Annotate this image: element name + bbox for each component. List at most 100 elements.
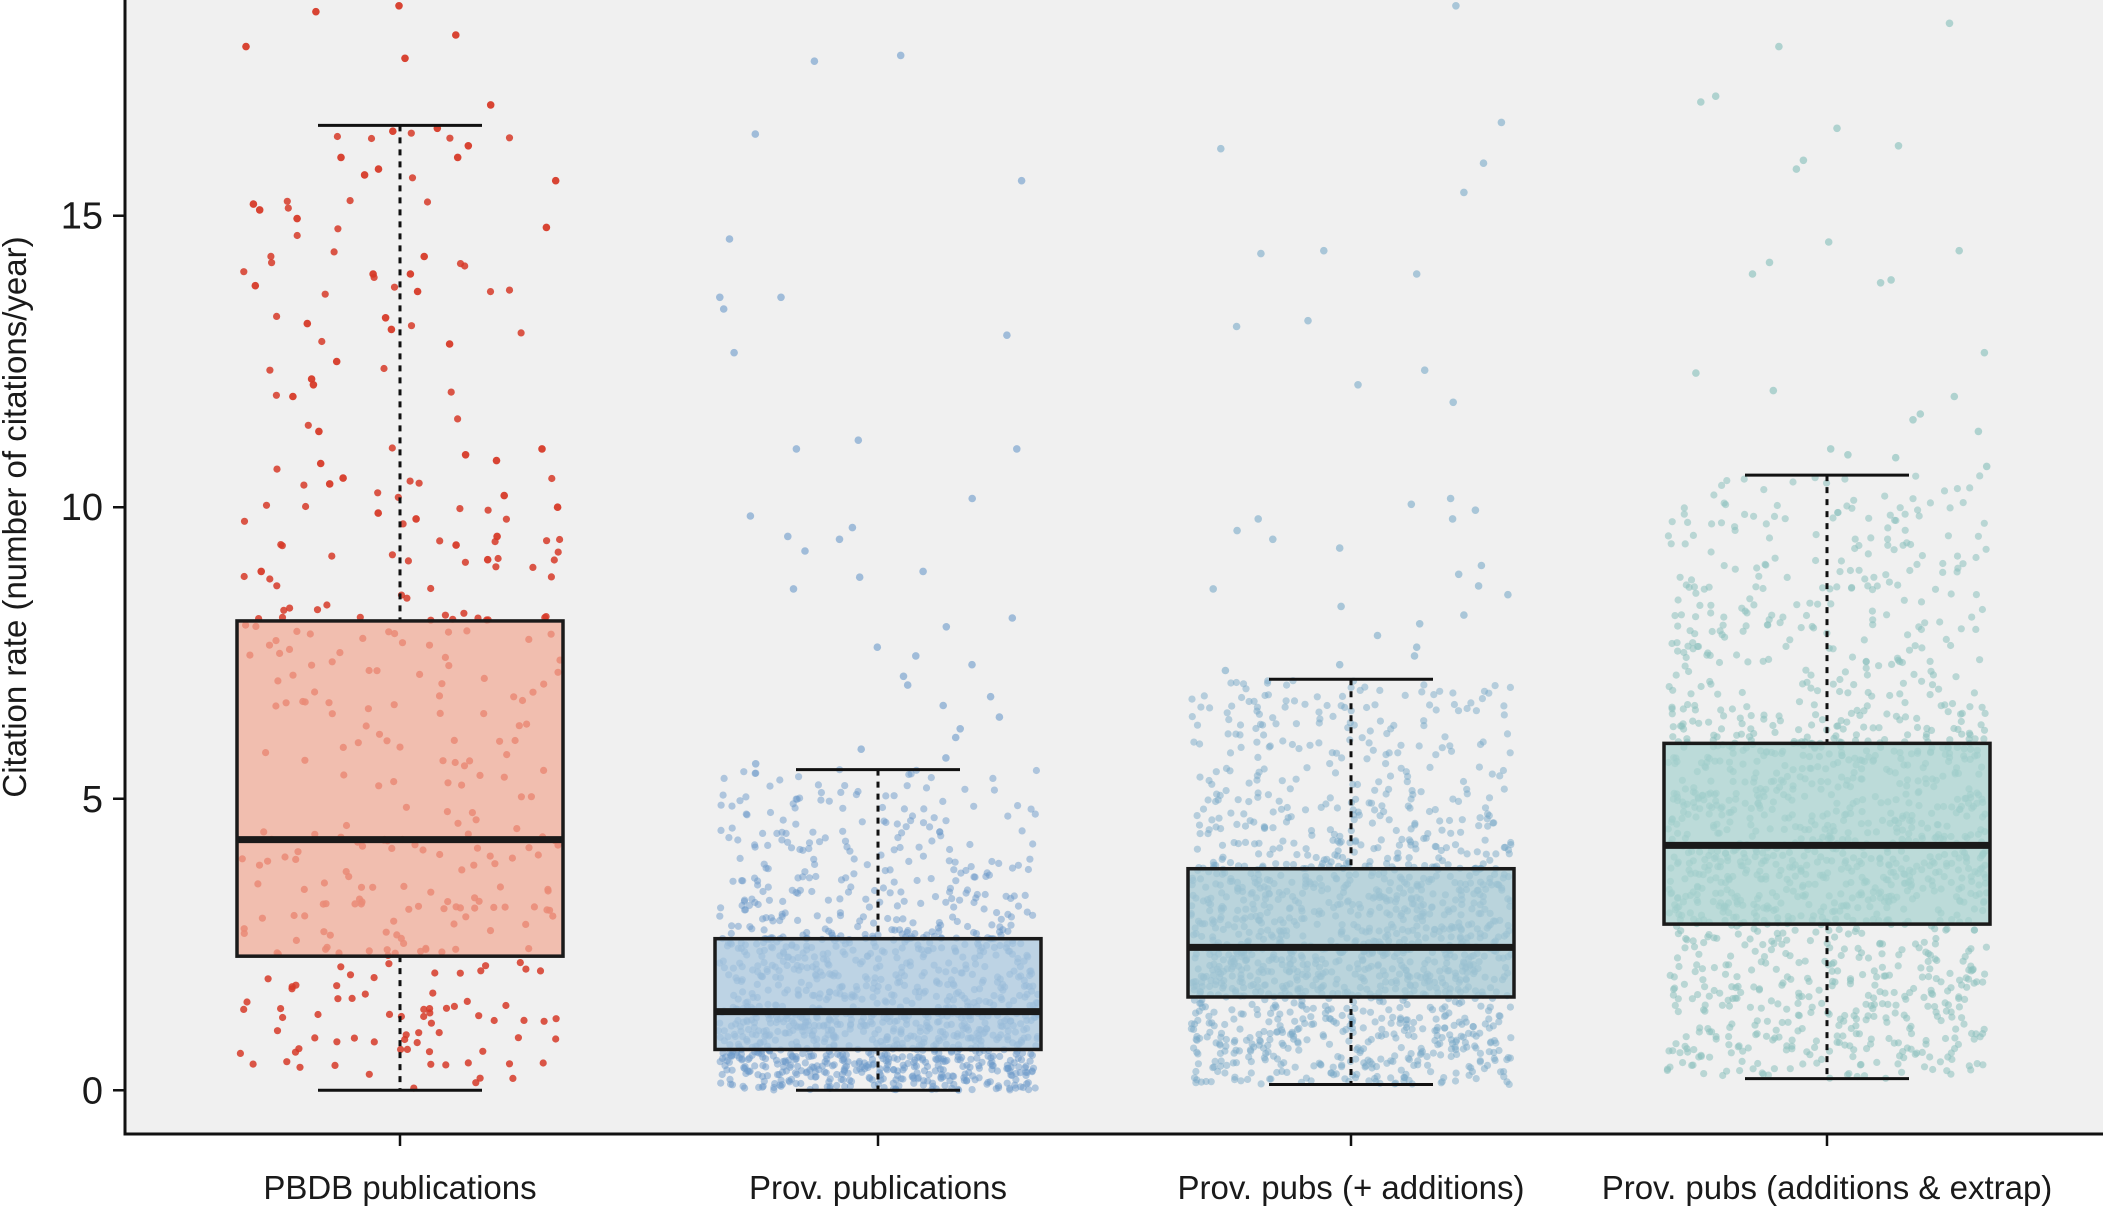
data-point — [1684, 701, 1692, 709]
data-point — [808, 887, 816, 896]
data-point — [1307, 1077, 1315, 1085]
data-point — [1665, 683, 1673, 691]
data-point — [1269, 808, 1277, 816]
data-point — [1883, 611, 1891, 619]
outlier-point — [389, 127, 397, 135]
data-point — [829, 1062, 837, 1070]
data-point — [1279, 837, 1287, 845]
data-point — [1415, 1014, 1424, 1022]
outlier-point — [251, 281, 260, 290]
data-point — [1216, 791, 1224, 800]
data-point — [1738, 720, 1746, 728]
data-point — [1706, 1053, 1714, 1061]
data-point — [1347, 683, 1355, 692]
data-point — [809, 828, 817, 836]
data-point — [1794, 1027, 1802, 1035]
data-point — [1789, 478, 1797, 486]
data-point — [1223, 1061, 1231, 1069]
data-point — [1833, 1038, 1841, 1046]
data-point — [1267, 1009, 1275, 1018]
data-point — [1196, 740, 1204, 748]
outlier-point — [1335, 544, 1344, 552]
data-point — [1818, 999, 1826, 1008]
data-point — [1224, 730, 1232, 738]
data-point — [966, 840, 974, 849]
data-point — [946, 884, 955, 892]
data-point — [1910, 670, 1918, 679]
data-point — [1225, 716, 1233, 724]
data-point — [517, 329, 525, 337]
data-point — [1479, 860, 1487, 868]
data-point — [1976, 472, 1984, 480]
data-point — [1848, 653, 1857, 661]
data-point — [1668, 518, 1676, 526]
outlier-point — [1354, 381, 1362, 389]
data-point — [1402, 1016, 1410, 1024]
data-point — [782, 1067, 791, 1075]
data-point — [1846, 566, 1854, 575]
data-point — [791, 804, 799, 812]
outlier-point — [1452, 2, 1460, 10]
data-point — [1727, 1049, 1735, 1057]
data-point — [1024, 1079, 1032, 1087]
data-point — [900, 805, 909, 813]
data-point — [1363, 755, 1371, 763]
data-point — [1753, 564, 1761, 572]
outlier-point — [719, 305, 728, 313]
data-point — [1500, 702, 1508, 710]
data-point — [1424, 1061, 1432, 1069]
data-point — [787, 1050, 795, 1058]
outlier-point — [854, 436, 863, 445]
data-point — [898, 829, 906, 837]
data-point — [1261, 824, 1269, 832]
data-point — [1840, 945, 1848, 953]
data-point — [1327, 1069, 1335, 1077]
data-point — [1212, 823, 1220, 831]
data-point — [1447, 1045, 1455, 1053]
data-point — [1312, 853, 1320, 862]
data-point — [1359, 1007, 1367, 1015]
data-point — [1741, 510, 1749, 518]
data-point — [1507, 841, 1515, 849]
data-point — [1270, 1052, 1278, 1060]
data-point — [748, 895, 756, 903]
data-point — [937, 1073, 945, 1081]
data-point — [1884, 1000, 1892, 1009]
data-point — [1377, 836, 1385, 844]
data-point — [1255, 839, 1263, 847]
data-point — [1886, 691, 1894, 700]
data-point — [990, 786, 999, 794]
data-point — [1260, 765, 1268, 773]
data-point — [1487, 1038, 1495, 1046]
data-point — [1307, 827, 1316, 835]
data-point — [1739, 627, 1747, 635]
outlier-point — [1833, 124, 1841, 133]
data-point — [1853, 706, 1861, 715]
data-point — [972, 930, 981, 938]
data-point — [1959, 560, 1967, 568]
data-point — [1403, 1000, 1411, 1009]
outlier-point — [1337, 602, 1345, 611]
data-point — [1276, 1010, 1284, 1018]
data-point — [1334, 837, 1342, 845]
data-point — [1769, 1036, 1777, 1044]
data-point — [321, 290, 329, 298]
data-point — [871, 886, 879, 895]
data-point — [1286, 1008, 1294, 1016]
data-point — [1373, 1072, 1381, 1081]
data-point — [755, 1083, 763, 1091]
data-point — [1757, 958, 1765, 966]
data-point — [1700, 1070, 1708, 1078]
data-point — [1351, 1004, 1359, 1013]
data-point — [1776, 619, 1784, 627]
data-point — [1330, 830, 1338, 838]
data-point — [1918, 552, 1926, 560]
data-point — [1227, 679, 1235, 687]
data-point — [1815, 986, 1823, 994]
data-point — [1436, 817, 1444, 825]
data-point — [1868, 607, 1876, 615]
data-point — [1968, 1029, 1976, 1038]
data-point — [1007, 921, 1015, 929]
data-point — [454, 415, 462, 423]
data-point — [1972, 591, 1980, 599]
